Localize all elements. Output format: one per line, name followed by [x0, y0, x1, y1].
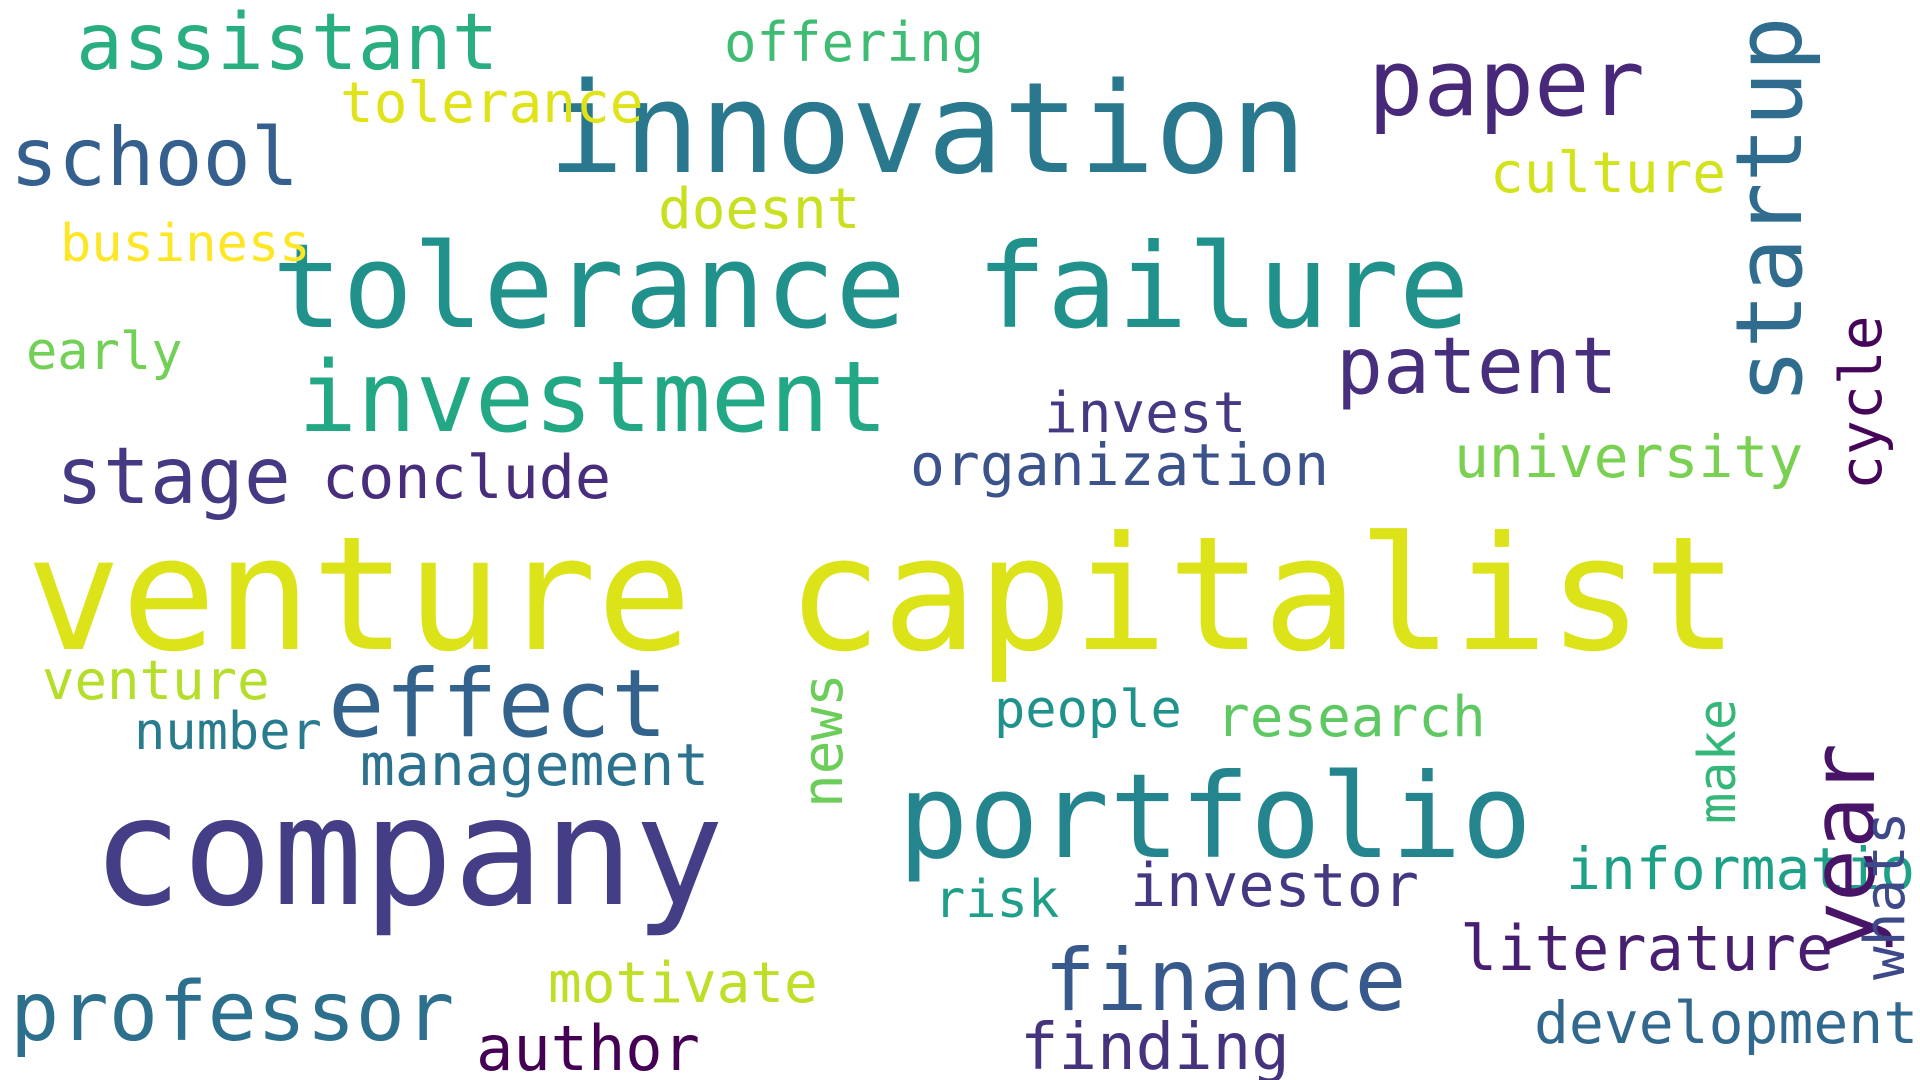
word-effect: effect	[328, 650, 668, 759]
word-investment: investment	[298, 341, 889, 455]
word-finding: startup	[1716, 16, 1823, 404]
word-conclude: literature	[1460, 912, 1834, 985]
word-cycle: people	[994, 680, 1182, 740]
word-investor: author	[476, 1012, 700, 1080]
word-risk: business	[60, 214, 311, 274]
word-offering: motivate	[548, 951, 818, 1016]
word-stage: stage	[56, 432, 291, 522]
word-business: doesnt	[658, 177, 861, 242]
word-tolerance-failure: tolerance failure	[272, 218, 1470, 355]
word-whats: news	[791, 673, 856, 808]
word-doesnt: organization	[910, 431, 1330, 499]
word-paper: paper	[1368, 30, 1645, 137]
word-school: school	[10, 111, 299, 204]
word-company: company	[92, 766, 725, 940]
word-management: investor	[1130, 851, 1419, 921]
word-information: management	[360, 731, 710, 799]
word-development: conclude	[322, 443, 611, 513]
word-people: culture	[1490, 141, 1727, 206]
word-finance: finance	[1044, 931, 1407, 1031]
word-tolerance: research	[1216, 685, 1486, 750]
word-make: risk	[934, 870, 1060, 930]
word-startup: early	[26, 322, 183, 382]
word-venture-capitalist: venture capitalist	[26, 503, 1739, 687]
word-literature: finding	[1020, 1011, 1290, 1080]
word-portfolio: portfolio	[898, 748, 1532, 885]
word-number: offering	[724, 11, 985, 74]
word-assistant: assistant	[76, 0, 499, 88]
word-early: tolerance	[340, 71, 644, 136]
word-patent: patent	[1336, 322, 1618, 412]
word-research: whats	[1853, 811, 1918, 980]
word-organization: cycle	[1827, 315, 1895, 490]
word-news: make	[1688, 698, 1748, 824]
word-innovation: innovation	[548, 55, 1307, 202]
word-venture: invest	[1044, 381, 1247, 446]
word-motivate: university	[1454, 423, 1804, 491]
word-professor: professor	[10, 965, 455, 1060]
word-university: development	[1534, 989, 1919, 1057]
word-invest: information	[1566, 835, 1920, 903]
word-year: number	[134, 702, 322, 762]
word-culture: venture	[42, 649, 270, 712]
